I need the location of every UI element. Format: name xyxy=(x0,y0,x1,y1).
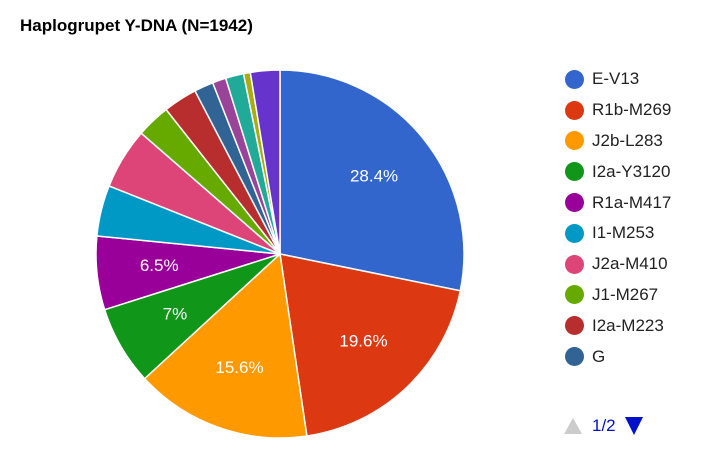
legend-pager: 1/2 xyxy=(564,416,643,436)
legend-item-j1-m267[interactable]: J1-M267 xyxy=(565,280,671,311)
legend-page-indicator: 1/2 xyxy=(592,416,616,435)
legend-item-i1-m253[interactable]: I1-M253 xyxy=(565,218,671,249)
slice-data-label: 28.4% xyxy=(350,167,398,186)
legend-item-i2a-m223[interactable]: I2a-M223 xyxy=(565,310,671,341)
legend-item-j2a-m410[interactable]: J2a-M410 xyxy=(565,249,671,280)
legend-label: J1-M267 xyxy=(592,284,659,304)
legend-label: J2a-M410 xyxy=(592,254,668,274)
pie-slice-j2b-l283[interactable] xyxy=(143,252,308,439)
legend-swatch xyxy=(565,69,584,89)
legend-swatch xyxy=(565,162,584,182)
legend-swatch xyxy=(565,254,584,274)
legend-label: G xyxy=(592,346,606,366)
legend-swatch xyxy=(565,100,584,120)
legend-swatch xyxy=(565,347,584,367)
legend-label: R1a-M417 xyxy=(592,192,672,212)
legend-swatch xyxy=(565,223,584,243)
legend-item-i2a-y3120[interactable]: I2a-Y3120 xyxy=(565,156,671,187)
legend-item-e-v13[interactable]: E-V13 xyxy=(565,64,671,95)
legend-item-g[interactable]: G xyxy=(565,341,671,372)
legend-label: J2b-L283 xyxy=(592,130,663,150)
slice-data-label: 19.6% xyxy=(339,332,387,351)
legend-swatch xyxy=(565,316,584,336)
legend-item-r1b-m269[interactable]: R1b-M269 xyxy=(565,95,671,126)
legend-swatch xyxy=(565,285,584,305)
legend-label: E-V13 xyxy=(592,69,640,89)
pie-slice-r1b-m269[interactable] xyxy=(279,253,462,437)
legend-item-j2b-l283[interactable]: J2b-L283 xyxy=(565,126,671,157)
slice-data-label: 15.6% xyxy=(215,358,263,377)
legend-label: R1b-M269 xyxy=(592,100,672,120)
next-page-icon[interactable] xyxy=(624,417,643,435)
legend: E-V13 R1b-M269 J2b-L283 I2a-Y3120 R1a-M417 I1… xyxy=(565,64,671,372)
slice-data-label: 6.5% xyxy=(140,256,179,275)
pie-slice-other-13[interactable] xyxy=(249,69,281,255)
legend-label: I2a-M223 xyxy=(592,315,664,335)
legend-item-r1a-m417[interactable]: R1a-M417 xyxy=(565,187,671,218)
chart-title: Haplogrupet Y-DNA (N=1942) xyxy=(20,16,253,35)
legend-swatch xyxy=(565,193,584,213)
slice-data-label: 7% xyxy=(163,304,188,323)
previous-page-icon xyxy=(564,418,582,434)
legend-swatch xyxy=(565,131,584,151)
legend-label: I1-M253 xyxy=(592,223,655,243)
legend-label: I2a-Y3120 xyxy=(592,161,671,181)
pie-slice-e-v13[interactable] xyxy=(279,69,465,292)
